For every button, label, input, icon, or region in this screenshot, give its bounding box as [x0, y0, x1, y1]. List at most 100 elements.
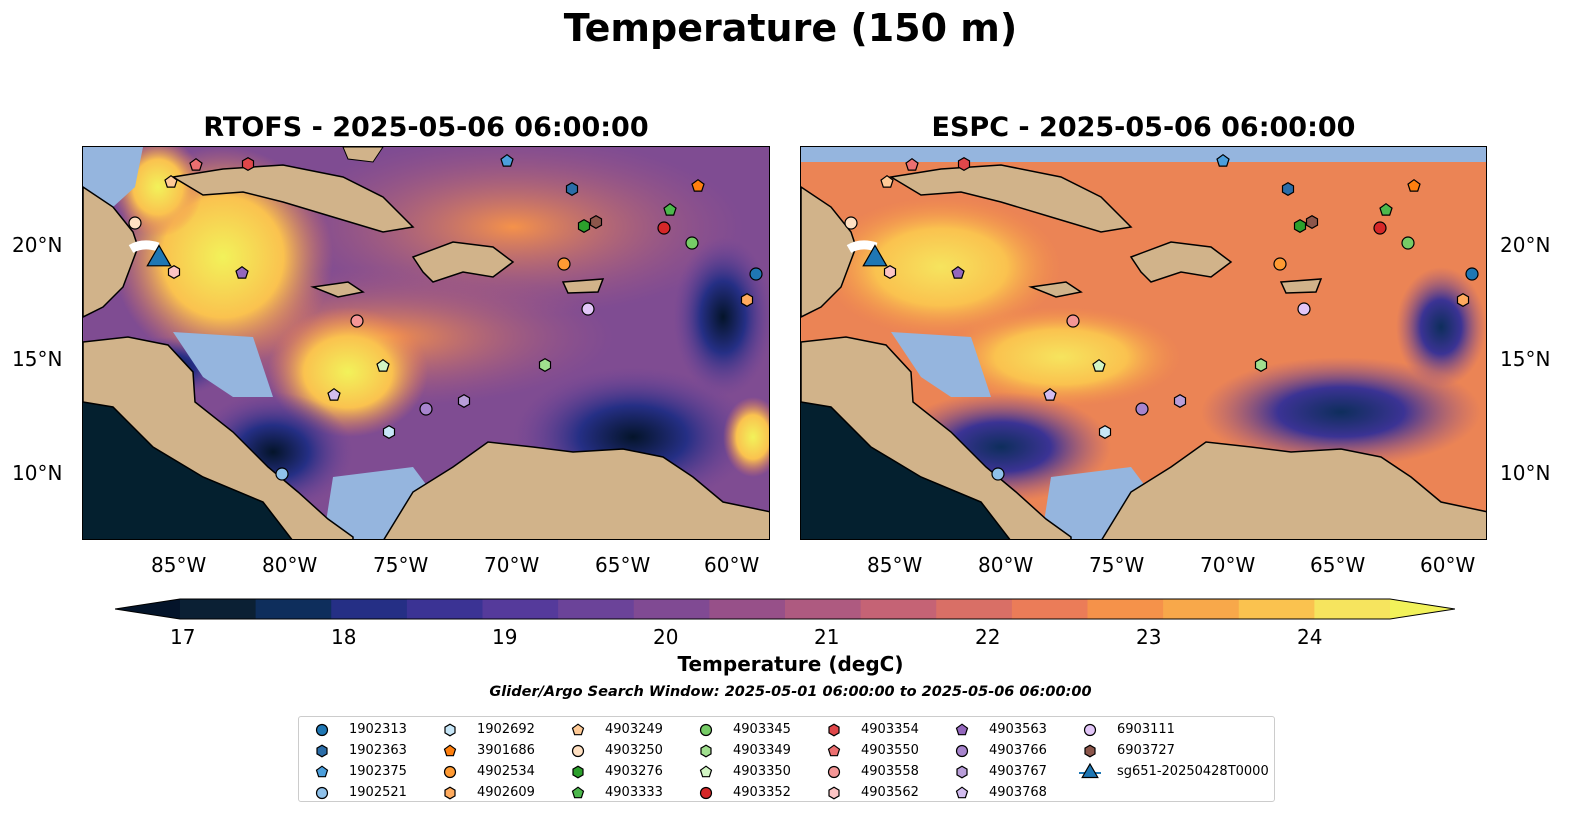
legend-item: 6903727: [1079, 740, 1175, 761]
legend-label: 6903111: [1117, 722, 1175, 737]
legend-marker-pentagon-icon: [955, 722, 969, 735]
search-window-text: Glider/Argo Search Window: 2025-05-01 06…: [489, 684, 1092, 700]
colorbar-tick-label: 24: [1297, 625, 1323, 649]
legend-marker-hexagon-icon: [956, 765, 968, 778]
legend-label: 4903767: [989, 764, 1047, 779]
float-marker-circle: [1401, 236, 1415, 250]
float-marker-hexagon: [1098, 425, 1112, 439]
legend-item: 1902363: [311, 740, 407, 761]
colorbar: [115, 598, 1455, 620]
legend-label: 4903250: [605, 743, 663, 758]
float-marker-circle: [1465, 267, 1479, 281]
legend-label: 1902363: [349, 743, 407, 758]
legend-item: 4903249: [567, 719, 663, 740]
float-marker-circle: [1373, 221, 1387, 235]
legend-label: 4903276: [605, 764, 663, 779]
lat-tick-label-right: 20°N: [1500, 233, 1551, 257]
float-marker-hexagon: [740, 293, 754, 307]
legend-marker-pentagon-icon: [443, 743, 457, 756]
colorbar-segment: [633, 599, 710, 619]
legend-item: 3901686: [439, 740, 535, 761]
legend-item: 4903562: [823, 782, 919, 803]
lon-tick-label: 75°W: [373, 553, 429, 577]
colorbar-segment: [785, 599, 862, 619]
colorbar-segment: [1314, 599, 1391, 619]
lat-tick-label-left: 10°N: [12, 461, 63, 485]
lat-tick-label-left: 20°N: [12, 233, 63, 257]
legend-item: 1902692: [439, 719, 535, 740]
legend-item: 4903352: [695, 782, 791, 803]
legend-label: 4903350: [733, 764, 791, 779]
legend-label: 1902313: [349, 722, 407, 737]
legend-item: 1902313: [311, 719, 407, 740]
legend-label: 4903766: [989, 743, 1047, 758]
legend-item: 4903333: [567, 782, 663, 803]
float-marker-circle: [685, 236, 699, 250]
float-marker-hexagon: [1254, 358, 1268, 372]
colorbar-segment: [331, 599, 408, 619]
legend-label: 4903352: [733, 785, 791, 800]
float-marker-hexagon: [538, 358, 552, 372]
lon-tick-label: 85°W: [151, 553, 207, 577]
colorbar-tick-label: 22: [975, 625, 1001, 649]
float-marker-hexagon: [1456, 293, 1470, 307]
float-marker-pentagon: [189, 157, 203, 171]
legend-item: 4903350: [695, 761, 791, 782]
float-marker-pentagon: [1379, 202, 1393, 216]
legend-item: 4903563: [951, 719, 1047, 740]
legend-marker-circle-icon: [443, 765, 457, 778]
legend-label: 4903768: [989, 785, 1047, 800]
colorbar-segment: [1087, 599, 1164, 619]
float-marker-pentagon: [880, 174, 894, 188]
lon-tick-label: 80°W: [262, 553, 318, 577]
float-marker-hexagon: [565, 182, 579, 196]
legend-marker-hexagon-icon: [828, 723, 840, 736]
legend-label: 4903562: [861, 785, 919, 800]
lat-tick-label-right: 15°N: [1500, 347, 1551, 371]
float-marker-circle: [581, 302, 595, 316]
legend-marker-circle-icon: [699, 786, 713, 799]
colorbar-segment: [709, 599, 786, 619]
float-marker-pentagon: [1407, 178, 1421, 192]
float-marker-hexagon: [957, 157, 971, 171]
map-panel-espc: [800, 146, 1487, 540]
legend-item: 4903767: [951, 761, 1047, 782]
float-marker-pentagon: [376, 358, 390, 372]
legend-item: 4903558: [823, 761, 919, 782]
colorbar-tick-label: 21: [814, 625, 840, 649]
legend-item: 4903276: [567, 761, 663, 782]
glider-marker: [146, 244, 172, 267]
legend-marker-hexagon-icon: [1084, 744, 1096, 757]
colorbar-tick-label: 17: [170, 625, 196, 649]
lon-tick-label: 80°W: [978, 553, 1034, 577]
float-marker-hexagon: [1173, 394, 1187, 408]
float-marker-hexagon: [382, 425, 396, 439]
legend-label: 3901686: [477, 743, 535, 758]
float-marker-circle: [1273, 257, 1287, 271]
legend-marker-hexagon-icon: [700, 744, 712, 757]
legend-item: 6903111: [1079, 719, 1175, 740]
colorbar-outline: [115, 598, 1455, 620]
lon-tick-label: 70°W: [484, 553, 540, 577]
legend-marker-pentagon-icon: [955, 785, 969, 798]
legend-item: sg651-20250428T0000: [1079, 761, 1269, 782]
legend-label: 4903550: [861, 743, 919, 758]
float-marker-pentagon: [905, 157, 919, 171]
panel-title-rtofs: RTOFS - 2025-05-06 06:00:00: [203, 112, 649, 143]
legend-item: 4903349: [695, 740, 791, 761]
panel-title-espc: ESPC - 2025-05-06 06:00:00: [931, 112, 1356, 143]
float-marker-hexagon: [883, 265, 897, 279]
colorbar-segment: [1163, 599, 1240, 619]
float-marker-pentagon: [235, 265, 249, 279]
legend-marker-circle-icon: [827, 765, 841, 778]
colorbar-segment: [255, 599, 332, 619]
legend-item: 4903354: [823, 719, 919, 740]
float-marker-hexagon: [241, 157, 255, 171]
legend-marker-hexagon-icon: [444, 723, 456, 736]
espc-temperature-map: [801, 147, 1486, 539]
legend-marker-circle-icon: [1083, 723, 1097, 736]
legend-label: 6903727: [1117, 743, 1175, 758]
float-marker-pentagon: [164, 174, 178, 188]
legend-label: 4902534: [477, 764, 535, 779]
legend-marker-hexagon-icon: [828, 786, 840, 799]
